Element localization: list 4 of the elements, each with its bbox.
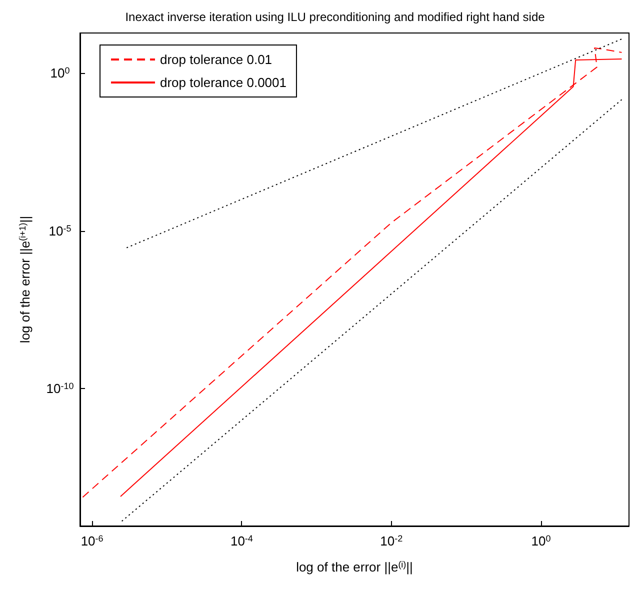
y-axis-title: log of the error ||e(i+1)|| — [18, 216, 32, 344]
legend-label: drop tolerance 0.01 — [160, 52, 272, 67]
chart-title: Inexact inverse iteration using ILU preconditioning and modified right hand side — [125, 10, 546, 24]
legend-label: drop tolerance 0.0001 — [160, 75, 286, 90]
